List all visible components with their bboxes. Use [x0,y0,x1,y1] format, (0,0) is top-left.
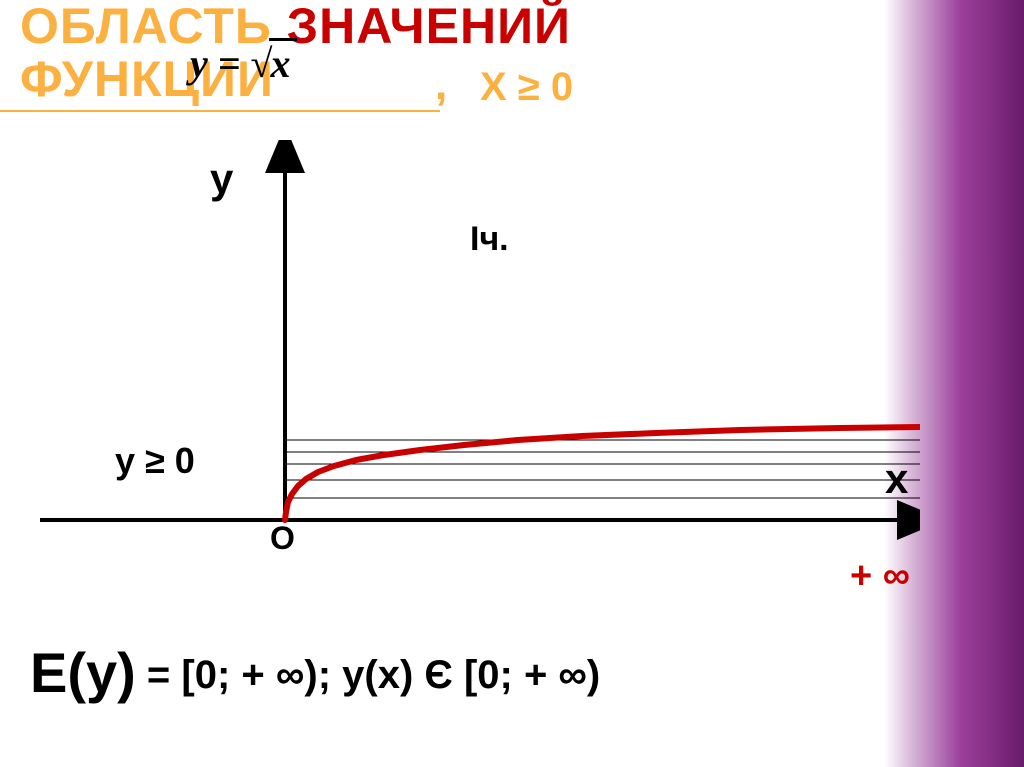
formula-lhs: y = [190,41,251,86]
plus-infinity-label: + ∞ [850,555,910,598]
slide: ОБЛАСТЬ ЗНАЧЕНИЙ ФУНКЦИИ y = √x , X ≥ 0 … [0,0,1024,767]
guide-lines [285,440,920,498]
quadrant-label: Iч. [470,220,509,259]
radicand: x [269,38,297,86]
y-axis-label: y [210,155,233,203]
range-part-1: = [0; + ∞); [136,653,342,697]
y-condition-label: y ≥ 0 [115,440,195,482]
range-text: E(y) = [0; + ∞); у(х) Є [0; + ∞) [30,640,600,705]
sqrt-curve [285,427,920,520]
x-axis-label: x [885,455,908,503]
title-word-2: ЗНАЧЕНИЙ [287,0,571,54]
title-underline [0,110,440,112]
chart-svg [40,140,920,620]
origin-label: О [270,520,295,557]
domain-condition: X ≥ 0 [480,65,573,110]
formula: y = √x [190,40,297,87]
range-symbol: E(y) [30,641,136,704]
range-part-2: у(х) Є [0; + ∞) [342,653,600,697]
separator-comma: , [435,60,447,110]
